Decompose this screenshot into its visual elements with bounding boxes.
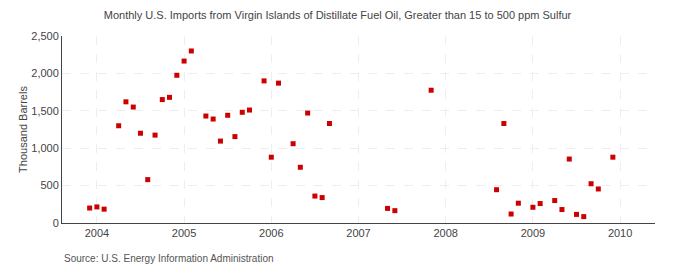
svg-text:1,000: 1,000 — [31, 142, 59, 154]
svg-text:2006: 2006 — [259, 227, 283, 239]
svg-text:2,000: 2,000 — [31, 67, 59, 79]
svg-text:2,500: 2,500 — [31, 30, 59, 42]
svg-text:0: 0 — [53, 217, 59, 229]
svg-text:2008: 2008 — [433, 227, 457, 239]
svg-text:2010: 2010 — [608, 227, 632, 239]
svg-text:500: 500 — [40, 179, 58, 191]
svg-text:Source: U.S. Energy Informatio: Source: U.S. Energy Information Administ… — [64, 253, 274, 264]
svg-text:Monthly U.S. Imports from Virg: Monthly U.S. Imports from Virgin Islands… — [104, 9, 572, 21]
svg-text:2004: 2004 — [85, 227, 109, 239]
svg-text:2007: 2007 — [346, 227, 370, 239]
svg-text:1,500: 1,500 — [31, 105, 59, 117]
svg-text:2005: 2005 — [172, 227, 196, 239]
svg-text:2009: 2009 — [521, 227, 545, 239]
svg-text:Thousand Barrels: Thousand Barrels — [17, 86, 29, 173]
